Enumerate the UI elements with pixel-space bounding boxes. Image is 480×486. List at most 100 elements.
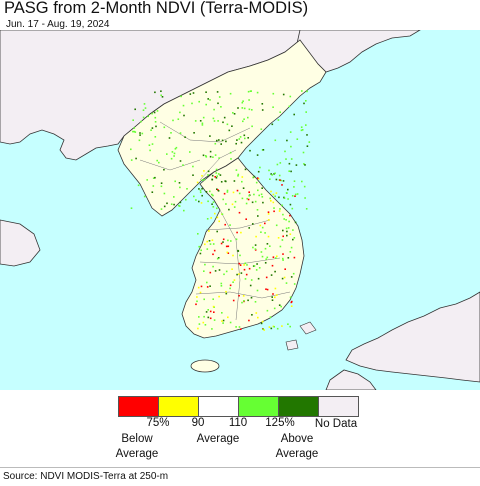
ndvi-pixel — [244, 168, 247, 171]
ndvi-pixel — [274, 296, 276, 299]
ndvi-pixel — [133, 130, 136, 133]
ndvi-pixel — [269, 316, 272, 318]
ndvi-pixel — [174, 180, 176, 183]
ndvi-pixel — [257, 215, 259, 217]
legend-below-average: Below Average — [116, 432, 159, 462]
ndvi-pixel — [130, 148, 132, 151]
ndvi-pixel — [303, 163, 305, 165]
ndvi-pixel — [243, 268, 246, 271]
ndvi-pixel — [207, 200, 209, 203]
ndvi-pixel — [219, 174, 222, 176]
ndvi-pixel — [168, 137, 171, 139]
ndvi-pixel — [218, 139, 220, 141]
ndvi-pixel — [262, 201, 264, 204]
ndvi-pixel — [134, 131, 137, 133]
ndvi-pixel — [248, 194, 250, 197]
ndvi-pixel — [197, 327, 199, 330]
ndvi-pixel — [200, 285, 203, 288]
ndvi-pixel — [199, 191, 202, 194]
ndvi-pixel — [212, 156, 214, 158]
ndvi-pixel — [282, 253, 284, 255]
ndvi-pixel — [209, 190, 211, 193]
ndvi-pixel — [272, 106, 274, 108]
ndvi-pixel — [275, 178, 278, 181]
ndvi-pixel — [250, 296, 253, 299]
ndvi-pixel — [231, 268, 233, 270]
ndvi-pixel — [222, 238, 225, 241]
ndvi-pixel — [230, 158, 232, 160]
ndvi-pixel — [265, 288, 267, 290]
ndvi-pixel — [276, 163, 279, 166]
ndvi-pixel — [258, 267, 261, 269]
ndvi-pixel — [203, 298, 205, 301]
ndvi-pixel — [251, 201, 254, 204]
ndvi-pixel — [220, 242, 223, 245]
ndvi-pixel — [220, 143, 222, 145]
ndvi-pixel — [282, 235, 284, 238]
ndvi-pixel — [206, 240, 208, 243]
ndvi-pixel — [192, 174, 194, 176]
ndvi-pixel — [217, 190, 220, 192]
ndvi-pixel — [179, 201, 182, 204]
ndvi-pixel — [235, 169, 238, 171]
ndvi-pixel — [257, 170, 260, 173]
ndvi-pixel — [223, 192, 226, 195]
ndvi-pixel — [290, 276, 293, 278]
ndvi-pixel — [222, 322, 224, 324]
ndvi-pixel — [194, 120, 197, 122]
ndvi-pixel — [238, 192, 241, 195]
ndvi-pixel — [179, 111, 181, 114]
ndvi-pixel — [286, 234, 288, 237]
ndvi-pixel — [264, 222, 266, 225]
ndvi-pixel — [267, 235, 270, 238]
ndvi-pixel — [213, 249, 216, 252]
ndvi-pixel — [193, 195, 195, 198]
ndvi-pixel — [240, 328, 242, 330]
ndvi-pixel — [290, 145, 292, 148]
above-label-line1: Above — [280, 433, 314, 445]
ndvi-pixel — [267, 219, 270, 221]
ndvi-pixel — [305, 111, 307, 113]
ndvi-pixel — [254, 244, 257, 246]
ndvi-pixel — [272, 201, 275, 204]
ndvi-pixel — [243, 107, 246, 110]
ndvi-pixel — [261, 109, 264, 111]
ndvi-pixel — [249, 284, 252, 287]
ndvi-pixel — [200, 249, 202, 252]
legend-no-data: No Data — [314, 418, 358, 430]
ndvi-pixel — [247, 90, 250, 93]
ndvi-pixel — [237, 173, 240, 176]
ndvi-pixel — [274, 195, 276, 198]
ndvi-pixel — [141, 132, 144, 135]
ndvi-pixel — [207, 98, 209, 100]
ndvi-pixel — [215, 172, 218, 174]
legend-swatch-below-75 — [119, 397, 159, 416]
ndvi-pixel — [213, 319, 216, 321]
ndvi-pixel — [232, 281, 234, 283]
map-title: PASG from 2-Month NDVI (Terra-MODIS) — [4, 0, 309, 17]
ndvi-pixel — [160, 208, 163, 210]
ndvi-pixel — [221, 320, 223, 322]
ndvi-pixel — [259, 166, 261, 169]
ndvi-pixel — [236, 139, 238, 141]
ndvi-pixel — [200, 202, 203, 204]
ndvi-pixel — [243, 264, 245, 266]
ndvi-pixel — [293, 237, 296, 239]
ndvi-pixel — [130, 159, 133, 161]
ndvi-pixel — [229, 92, 232, 95]
ndvi-pixel — [249, 90, 252, 92]
ndvi-pixel — [274, 270, 276, 273]
ndvi-pixel — [277, 119, 280, 121]
ndvi-pixel — [154, 116, 157, 119]
source-credit: Source: NDVI MODIS-Terra at 250-m — [3, 471, 169, 482]
ndvi-pixel — [218, 96, 221, 98]
ndvi-pixel — [232, 112, 234, 114]
ndvi-pixel — [226, 251, 229, 254]
ndvi-pixel — [229, 151, 232, 154]
ndvi-pixel — [259, 224, 262, 227]
ndvi-pixel — [217, 173, 220, 175]
ndvi-pixel — [232, 254, 234, 257]
ndvi-pixel — [193, 132, 195, 134]
japan-kyushu — [325, 369, 377, 390]
legend-above-average: Above Average — [276, 432, 319, 462]
